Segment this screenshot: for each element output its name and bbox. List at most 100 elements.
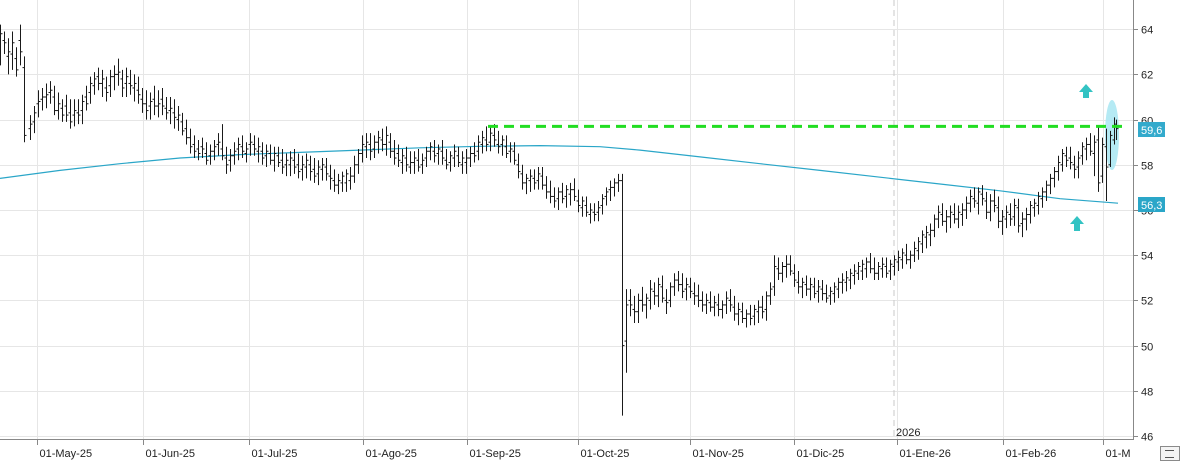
year-marker-label: 2026 [896,427,920,439]
ohlc-bar [88,76,93,104]
ohlc-bar [964,196,969,220]
ohlc-bar [500,135,505,156]
ohlc-bar [596,200,601,222]
ohlc-bar [684,277,689,301]
ohlc-bar [496,130,501,154]
ohlc-bar [232,142,237,165]
ohlc-bar [556,187,561,210]
y-tick-label: 50 [1141,342,1153,354]
ohlc-bar [192,135,197,159]
ohlc-bar [180,112,185,136]
ohlc-bar [116,58,121,86]
ohlc-bar [652,282,657,305]
ohlc-bar [812,277,817,299]
ohlc-bar [76,99,81,125]
ohlc-bar [248,133,253,156]
ohlc-bar [788,255,793,276]
ohlc-bar [640,286,645,312]
ohlc-bar [600,194,605,215]
x-tick-label: 01-Feb-26 [1006,448,1057,460]
ohlc-bar [464,148,469,174]
ohlc-bar [716,293,721,317]
ohlc-bar [404,146,409,172]
ohlc-bar [320,158,325,181]
ohlc-bar [528,169,533,192]
ohlc-bar [740,302,745,323]
ohlc-bar [268,144,273,165]
ohlc-bar [700,291,705,312]
ohlc-bar [576,189,581,213]
ohlc-bar [200,137,205,159]
ohlc-bar [984,191,989,220]
ohlc-bar [340,171,345,192]
ohlc-bar [996,196,1001,229]
ohlc-bar [80,94,85,125]
ohlc-bar [472,142,477,163]
ohlc-bar [100,69,105,97]
ohlc-bar [688,277,693,299]
ohlc-bar [804,275,809,296]
ohlc-bar [560,182,565,204]
ma-value-tag: 56,3 [1138,197,1165,212]
ohlc-bar [844,271,849,292]
ohlc-bar [520,164,525,190]
y-axis-ticks: 46485052545658606264 [1133,25,1153,444]
y-tick-label: 58 [1141,161,1153,173]
ohlc-bar [1044,180,1049,201]
ohlc-bar [620,173,625,416]
up-arrow-lower [1070,216,1084,231]
ohlc-bar [808,277,813,301]
scroll-toggle-button[interactable] [1160,446,1180,461]
ohlc-bar [32,106,37,134]
ohlc-bar [148,92,153,120]
ohlc-bar [10,31,15,70]
ohlc-bar [516,153,521,179]
ohlc-bar [36,90,41,118]
ohlc-bar [980,185,985,206]
ohlc-bar [544,176,549,199]
ohlc-bar [608,180,613,201]
ohlc-bar [2,31,7,55]
ohlc-bar [28,115,33,140]
ohlc-bar [92,72,97,95]
ohlc-bar [676,271,681,292]
ohlc-bar [532,169,537,190]
ohlc-bar [440,139,445,165]
ohlc-bar [772,255,777,296]
ohlc-bar [324,158,329,181]
ohlc-bar [328,164,333,190]
ohlc-bar [672,273,677,296]
ohlc-bar [1108,130,1113,168]
ohlc-bar [872,257,877,281]
x-tick-label: 01-Ago-25 [366,448,417,460]
ohlc-bar [1040,187,1045,208]
ma-value-label: 56,3 [1141,200,1162,212]
ohlc-bar [1096,126,1101,192]
ohlc-bar [708,291,713,312]
ohlc-bar [564,185,569,208]
ohlc-bar [388,133,393,159]
ohlc-bar [592,203,597,222]
ohlc-bar [312,158,317,183]
x-tick-label: 01-May-25 [40,448,93,460]
ohlc-bar [236,137,241,161]
ohlc-bar [156,90,161,118]
ohlc-bar [1064,146,1069,168]
ohlc-bar [244,142,249,163]
ohlc-bar [352,155,357,183]
ohlc-bar [480,130,485,154]
ohlc-bar [1076,151,1081,179]
ohlc-bar [112,65,117,91]
ohlc-bar [664,289,669,314]
ohlc-bar [712,295,717,317]
ohlc-bar [536,167,541,190]
last-price-tag: 59,6 [1138,122,1165,137]
ohlc-bar [492,124,497,147]
ohlc-bar [18,24,23,66]
ohlc-bar [668,282,673,308]
ohlc-bar [1032,198,1037,217]
ohlc-bar [1080,142,1085,165]
ohlc-bar [952,203,957,224]
ohlc-bar [876,261,881,281]
